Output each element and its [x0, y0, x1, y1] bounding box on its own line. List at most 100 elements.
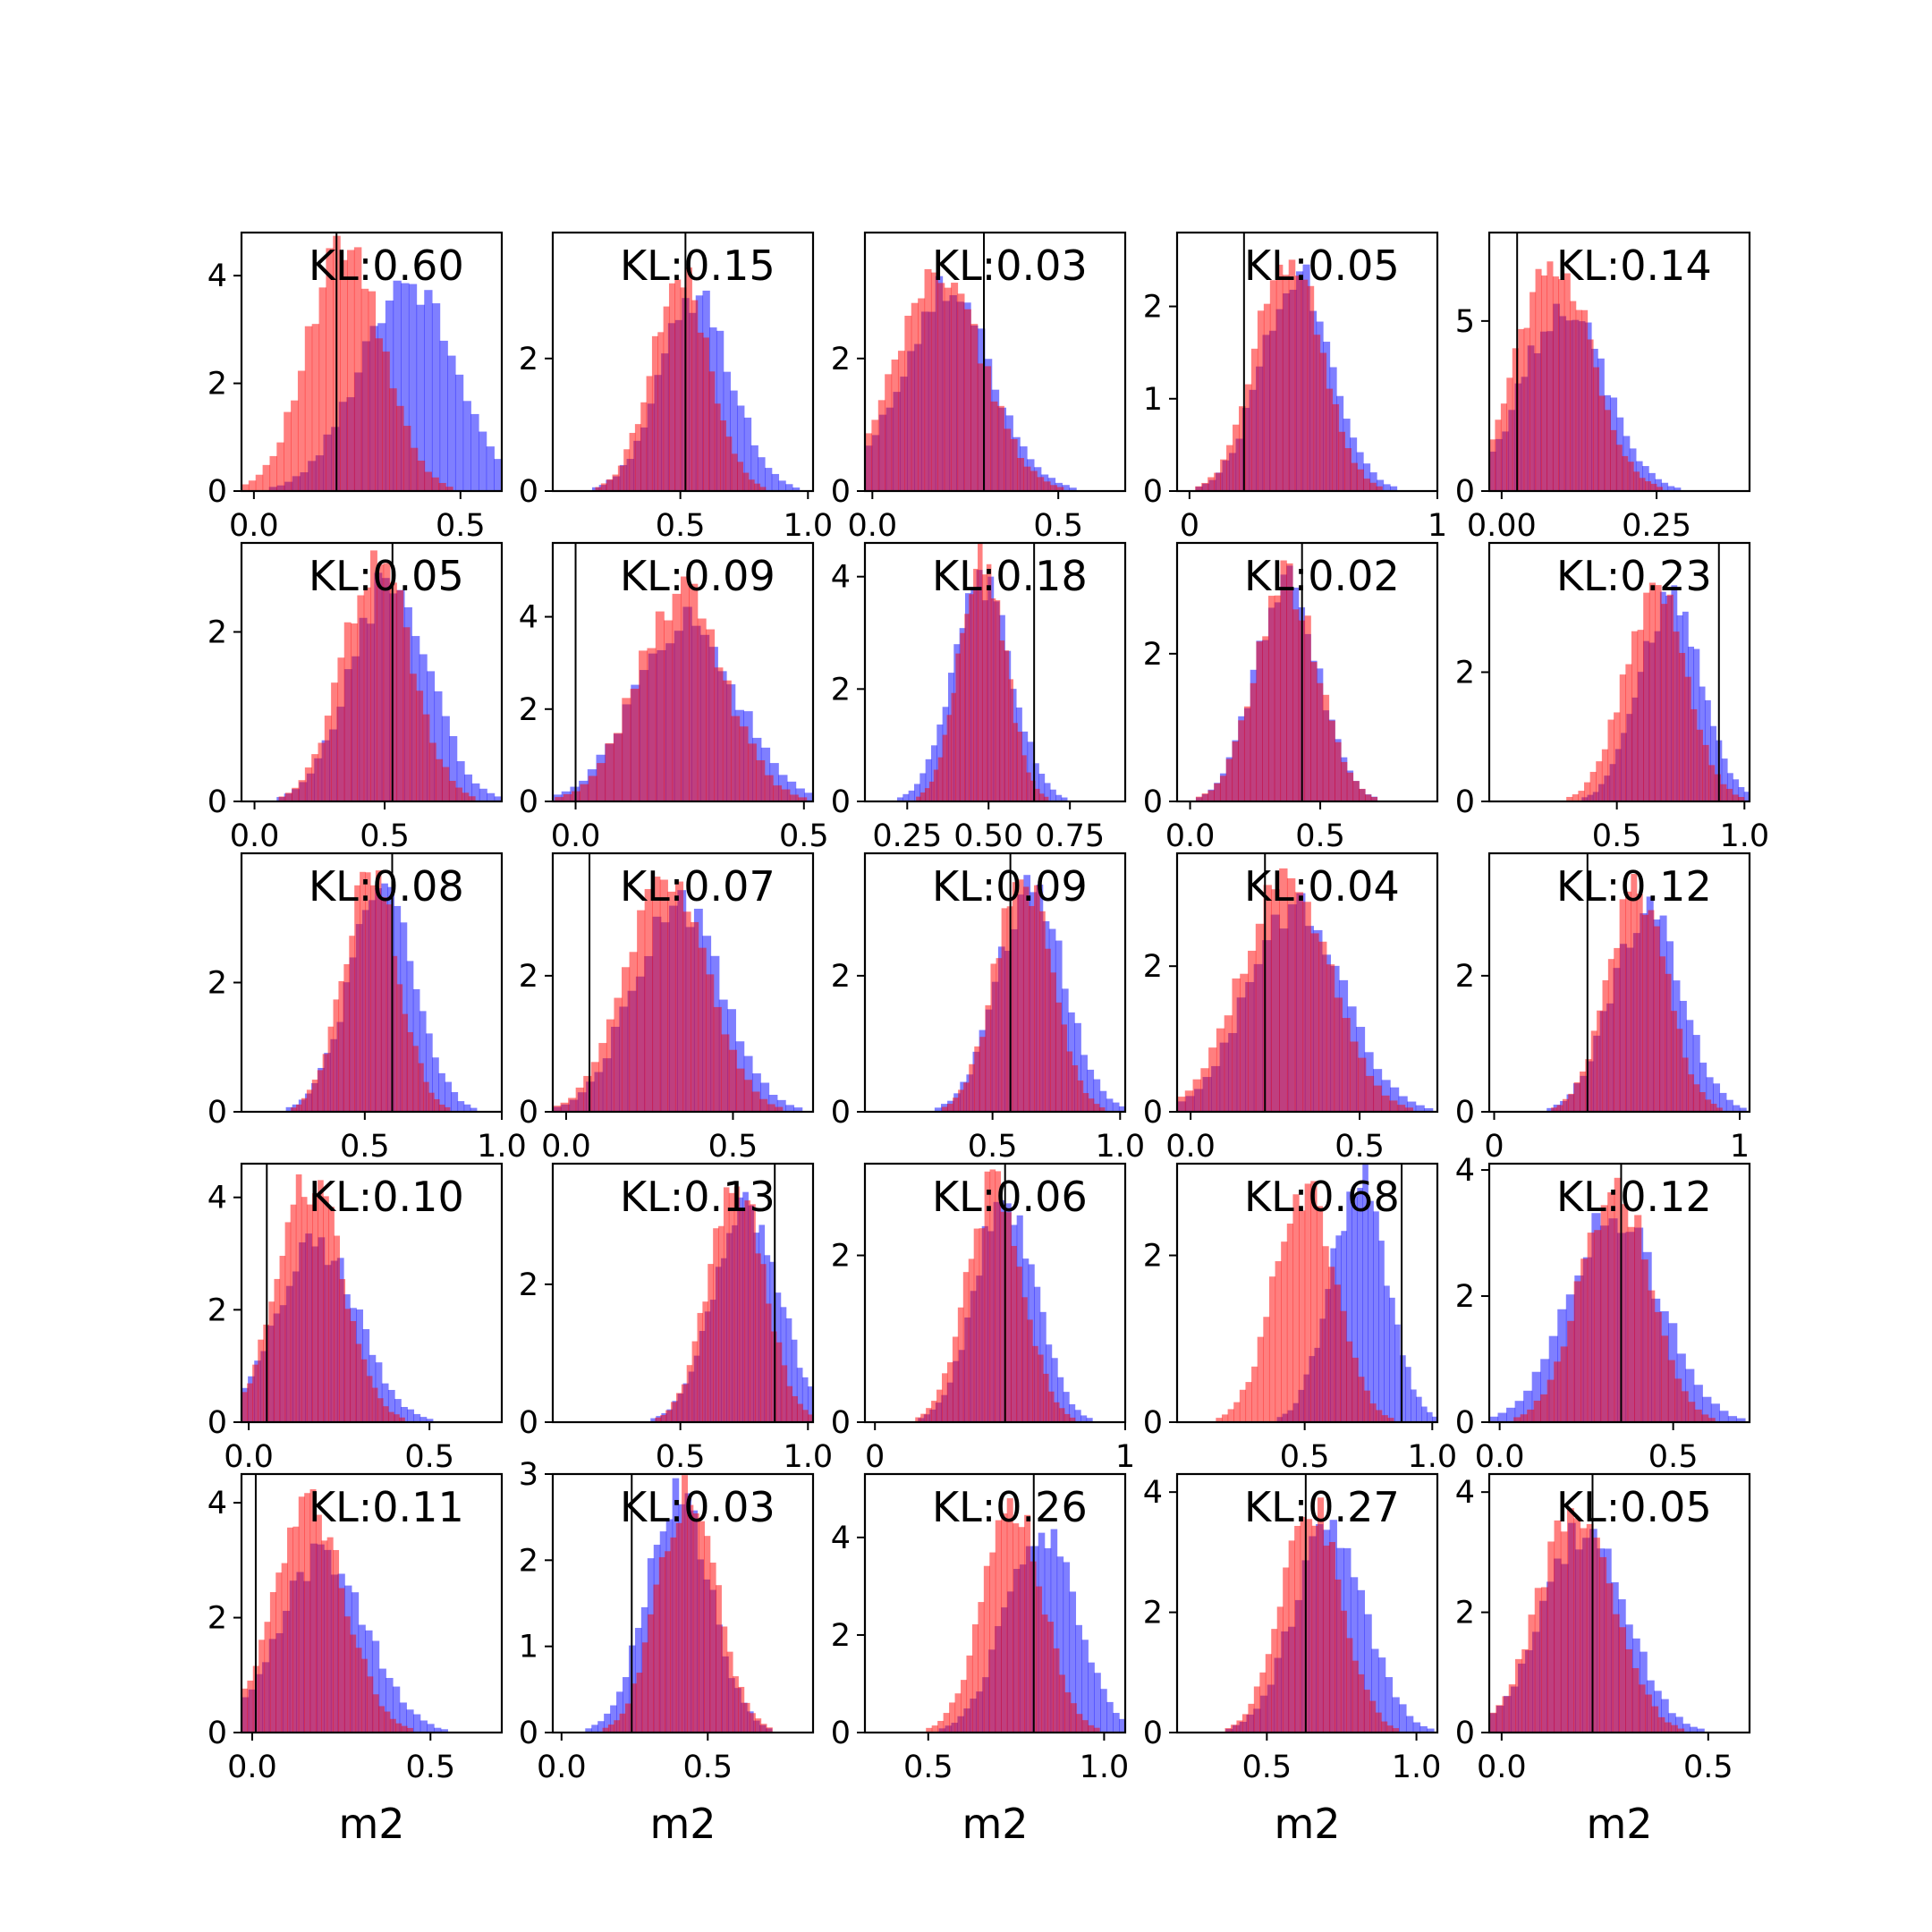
histogram-bar-red	[1500, 403, 1507, 491]
histogram-bar-red	[1357, 469, 1364, 491]
histogram-bar-red	[262, 464, 271, 491]
histogram-bar-blue	[769, 763, 779, 801]
histogram-bar-red	[1076, 1714, 1083, 1733]
histogram-bar-red	[665, 1410, 672, 1422]
histogram-bar-red	[1596, 761, 1603, 801]
axes-frame	[551, 1162, 815, 1424]
histogram-bar-red	[1369, 1403, 1377, 1422]
histogram-bar-red	[737, 462, 744, 491]
histogram-bar-red	[657, 332, 665, 491]
x-tick-label: 0.5	[656, 1439, 706, 1475]
histogram-bar-red	[396, 405, 404, 491]
histogram-bar-red	[766, 1727, 773, 1733]
histogram-bar-red	[1340, 1610, 1347, 1733]
histogram-bar-red	[1280, 560, 1287, 801]
histogram-bar-red	[1346, 1638, 1353, 1733]
x-tick-label: 0.5	[1683, 1750, 1733, 1785]
histogram-bar-red	[1725, 788, 1733, 801]
histogram-bar-red	[920, 792, 926, 801]
plot-area	[591, 233, 801, 491]
y-tick-label: 2	[1455, 1279, 1475, 1315]
histogram-bar-red	[1677, 1728, 1685, 1733]
kl-annotation: KL:0.27	[1244, 1483, 1400, 1531]
histogram-bar-red	[1352, 781, 1360, 801]
histogram-bar-blue	[1377, 479, 1385, 491]
x-tick-label: 1.0	[1719, 818, 1769, 854]
histogram-bar-red	[634, 424, 641, 491]
histogram-bar-red	[1269, 280, 1277, 491]
histogram-bar-red	[630, 689, 640, 801]
histogram-bar-blue	[392, 1686, 401, 1733]
histogram-bar-red	[1584, 782, 1591, 801]
histogram-bar-red	[396, 984, 403, 1112]
histogram-bar-red	[979, 1228, 986, 1422]
histogram-bar-red	[1335, 741, 1342, 801]
y-tick-label: 0	[1455, 1095, 1475, 1131]
histogram-bar-red	[1586, 1523, 1594, 1733]
histogram-bar-red	[1541, 1587, 1548, 1733]
histogram-bar-red	[1534, 1588, 1542, 1733]
histogram-bar-red	[1326, 964, 1335, 1112]
x-tick-label: 0	[865, 1439, 885, 1475]
subplot-r3-c1: 0 2 0.5 1.0 KL:0.08	[208, 852, 527, 1165]
histogram-bar-blue	[1047, 478, 1056, 491]
histogram-bar-blue	[1063, 1392, 1070, 1422]
histogram-bar-blue	[1668, 1713, 1676, 1733]
histogram-bar-red	[871, 419, 879, 491]
histogram-bar-red	[973, 568, 979, 801]
y-tick-label: 2	[208, 367, 227, 402]
histogram-bar-red	[937, 1721, 945, 1733]
histogram-bar-red	[343, 1616, 351, 1733]
histogram-bar-red	[951, 692, 957, 801]
plot-area	[1195, 233, 1398, 491]
y-tick-label: 2	[1143, 637, 1163, 673]
histogram-bar-red	[1513, 1417, 1521, 1422]
histogram-bar-blue	[796, 1368, 803, 1422]
kl-annotation: KL:0.12	[1556, 1173, 1712, 1221]
histogram-bar-red	[343, 963, 350, 1112]
x-tick-label: 1	[1115, 1439, 1135, 1475]
histogram-bar-red	[1573, 1082, 1580, 1112]
histogram-bar-red	[646, 376, 653, 491]
histogram-bar-red	[1276, 1606, 1284, 1733]
y-tick-label: 0	[1143, 1405, 1163, 1441]
histogram-bar-red	[691, 300, 699, 491]
subplot-r1-c5: 0 5 0.00 0.25 KL:0.14	[1455, 231, 1751, 544]
histogram-bar-red	[636, 1673, 643, 1733]
histogram-bar-red	[721, 1626, 728, 1733]
histogram-bar-red	[315, 1514, 322, 1733]
histogram-bar-red	[1055, 1002, 1062, 1112]
histogram-bar-red	[600, 483, 607, 491]
histogram-bar-red	[1268, 1276, 1276, 1422]
histogram-bar-red	[631, 1683, 638, 1733]
histogram-bar-red	[344, 1309, 352, 1422]
histogram-bar-blue	[1661, 482, 1669, 491]
histogram-bar-red	[946, 1104, 953, 1112]
histogram-bar-red	[337, 657, 345, 801]
histogram-bar-red	[1642, 914, 1649, 1112]
histogram-bar-red	[1066, 1051, 1073, 1112]
histogram-bar-red	[1673, 631, 1680, 801]
histogram-bar-red	[865, 433, 872, 491]
y-tick-label: 2	[519, 1543, 538, 1579]
x-tick-label: 0.5	[1242, 1750, 1292, 1785]
histogram-bar-blue	[1369, 472, 1377, 491]
histogram-bar-red	[1053, 1402, 1060, 1422]
histogram-bar-red	[1631, 873, 1638, 1112]
histogram-bar-red	[682, 1475, 688, 1733]
histogram-bar-red	[378, 1706, 386, 1733]
histogram-bar-red	[382, 352, 390, 491]
histogram-bar-red	[1208, 1047, 1217, 1112]
histogram-bar-blue	[764, 468, 773, 491]
histogram-bar-red	[1690, 708, 1698, 801]
y-tick-label: 0	[1455, 474, 1475, 510]
histogram-bar-red	[1326, 388, 1334, 491]
histogram-bar-red	[324, 716, 332, 801]
histogram-bar-red	[1693, 1084, 1700, 1112]
histogram-bar-red	[402, 1013, 409, 1112]
histogram-bar-red	[1563, 273, 1571, 491]
histogram-bar-red	[930, 272, 938, 491]
histogram-bar-red	[1508, 1684, 1516, 1733]
histogram-bar-blue	[393, 280, 402, 491]
histogram-bar-red	[1022, 886, 1030, 1112]
